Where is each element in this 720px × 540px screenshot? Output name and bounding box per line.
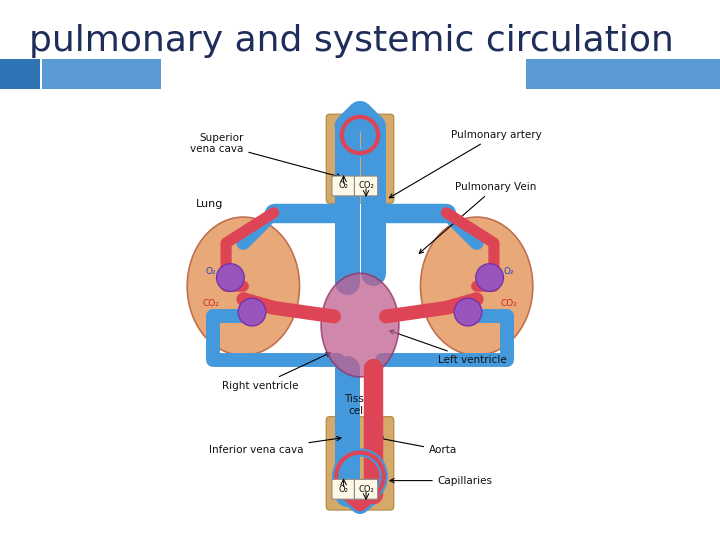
Text: O₂: O₂ — [338, 485, 348, 494]
Text: Pulmonary Vein: Pulmonary Vein — [419, 182, 536, 253]
FancyBboxPatch shape — [332, 176, 355, 196]
FancyBboxPatch shape — [326, 417, 394, 510]
Text: Inferior vena cava: Inferior vena cava — [209, 436, 341, 455]
Circle shape — [454, 298, 482, 326]
Text: O₂: O₂ — [504, 267, 514, 275]
FancyBboxPatch shape — [326, 114, 394, 203]
Text: CO₂: CO₂ — [202, 299, 220, 308]
Text: Aorta: Aorta — [379, 437, 457, 455]
Text: Capillaries: Capillaries — [390, 476, 492, 485]
Ellipse shape — [187, 217, 300, 355]
Text: O₂: O₂ — [338, 181, 348, 191]
Circle shape — [476, 264, 503, 292]
Ellipse shape — [420, 217, 533, 355]
FancyBboxPatch shape — [354, 176, 378, 196]
Text: Right ventricle: Right ventricle — [222, 353, 330, 390]
Text: O₂: O₂ — [206, 267, 216, 275]
Text: Left ventricle: Left ventricle — [390, 330, 506, 364]
Text: pulmonary and systemic circulation: pulmonary and systemic circulation — [29, 24, 674, 58]
FancyBboxPatch shape — [354, 480, 378, 499]
Text: Superior
vena cava: Superior vena cava — [190, 133, 341, 178]
Text: Pulmonary artery: Pulmonary artery — [390, 130, 541, 198]
Ellipse shape — [321, 273, 399, 377]
Text: Tissue
cells: Tissue cells — [343, 394, 377, 416]
Text: CO₂: CO₂ — [500, 299, 518, 308]
FancyBboxPatch shape — [332, 480, 355, 499]
Text: CO₂: CO₂ — [358, 485, 374, 494]
Circle shape — [217, 264, 244, 292]
Text: CO₂: CO₂ — [358, 181, 374, 191]
Circle shape — [238, 298, 266, 326]
Text: Lung: Lung — [196, 199, 223, 209]
